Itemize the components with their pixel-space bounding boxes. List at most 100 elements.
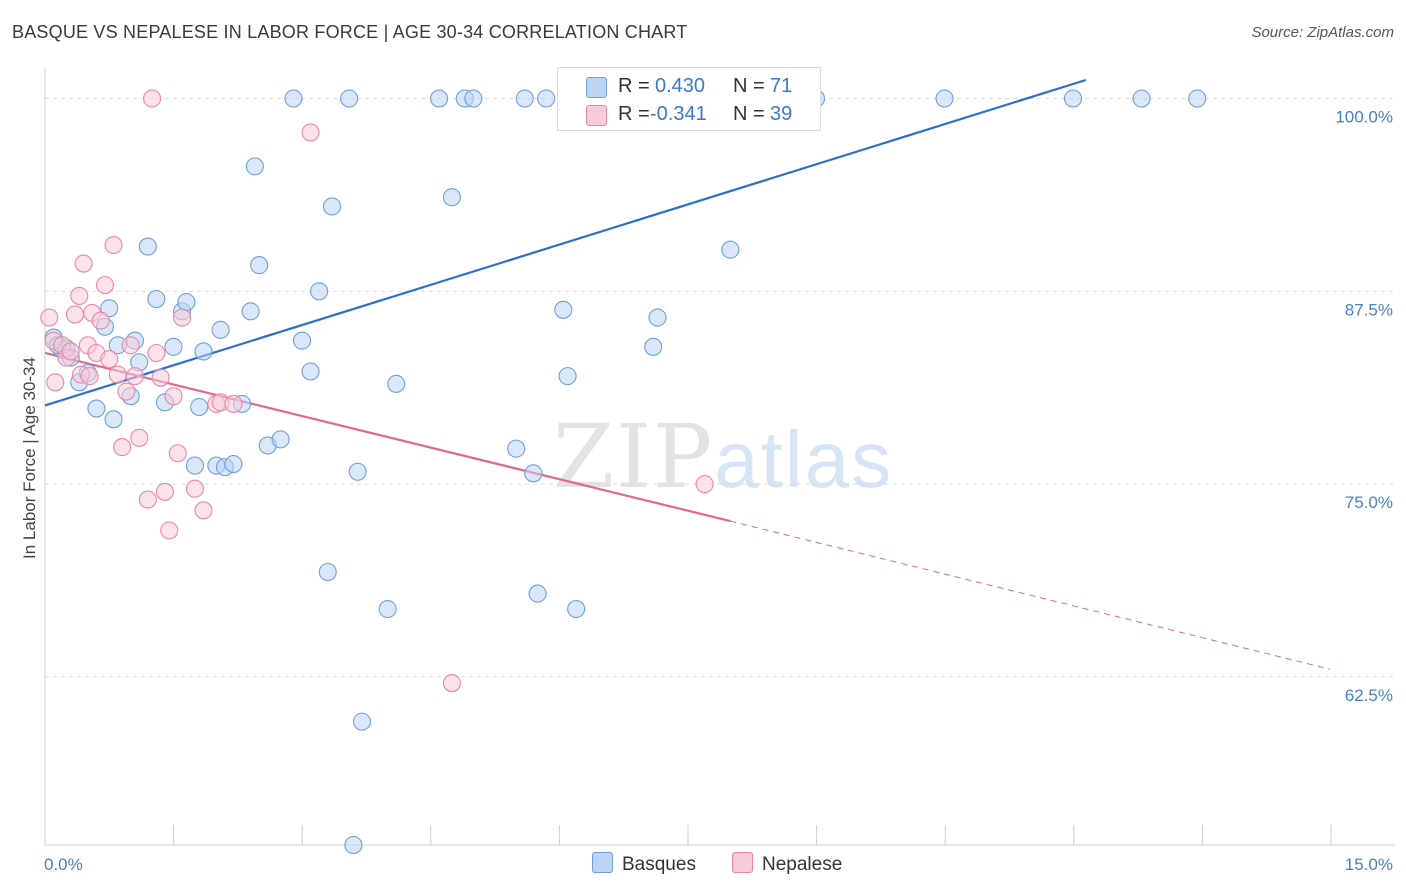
y-tick-label: 75.0% (1345, 493, 1393, 512)
legend-r-value-nepalese: -0.341 (650, 103, 707, 125)
legend-n-label-nepalese: N = (733, 103, 765, 125)
y-axis-label: In Labor Force | Age 30-34 (20, 357, 39, 559)
y-tick-label: 87.5% (1345, 300, 1393, 319)
point-basques (344, 835, 363, 855)
point-basques (1132, 89, 1151, 108)
legend-n-label-basques: N = (733, 75, 765, 97)
point-basques (352, 712, 372, 731)
point-basques (1188, 89, 1207, 108)
source-label: Source: ZipAtlas.com (1251, 24, 1394, 41)
point-basques (147, 289, 166, 309)
point-basques (528, 584, 547, 603)
point-nepalese (61, 342, 80, 361)
point-nepalese (695, 475, 714, 494)
point-basques (190, 397, 209, 417)
point-nepalese (113, 438, 132, 457)
point-basques (164, 337, 183, 356)
point-nepalese (65, 305, 85, 324)
point-nepalese (301, 123, 320, 142)
trend-line-nepalese-extension (730, 520, 1331, 670)
watermark-zip: ZIP (553, 405, 715, 508)
point-basques (185, 456, 204, 475)
point-basques (224, 454, 243, 474)
point-basques (442, 188, 461, 207)
legend-swatch-basques (586, 77, 607, 98)
point-nepalese (160, 521, 179, 540)
point-basques (387, 374, 406, 393)
point-nepalese (46, 373, 65, 392)
legend-n-value-basques: 71 (770, 75, 793, 97)
point-nepalese (117, 382, 136, 401)
point-nepalese (143, 89, 162, 108)
grid (45, 98, 1395, 678)
y-tick-label: 62.5% (1345, 686, 1393, 705)
point-basques (1063, 89, 1083, 108)
point-basques (292, 331, 312, 350)
point-basques (241, 302, 260, 321)
point-nepalese (100, 350, 119, 369)
point-basques (322, 197, 342, 216)
point-nepalese (74, 254, 93, 273)
point-basques (554, 300, 573, 319)
point-basques (567, 599, 586, 619)
point-basques (515, 89, 534, 108)
point-basques (935, 89, 954, 108)
point-basques (271, 430, 290, 449)
point-basques (524, 464, 543, 483)
legend-n-value-nepalese: 39 (770, 103, 793, 125)
legend: R = 0.430 N = 71 R = -0.341 N = 39 (557, 67, 821, 131)
bottom-legend-nepalese: Nepalese (732, 852, 842, 876)
legend-r-value-basques: 0.430 (655, 75, 706, 97)
bottom-legend-swatch-nepalese (732, 852, 753, 873)
trend-line-basques (44, 78, 1087, 407)
point-nepalese (138, 490, 157, 509)
point-nepalese (151, 368, 170, 387)
point-basques (177, 293, 196, 312)
point-basques (558, 367, 577, 386)
point-nepalese (194, 501, 213, 520)
point-basques (648, 308, 667, 327)
point-nepalese (108, 365, 127, 384)
point-basques (318, 562, 337, 582)
x-tick-label: 15.0% (1345, 855, 1393, 874)
x-tick-label: 0.0% (44, 855, 83, 874)
point-basques (245, 157, 264, 176)
point-nepalese (147, 343, 166, 363)
point-basques (348, 462, 367, 481)
point-nepalese (95, 276, 115, 295)
point-nepalese (121, 336, 140, 355)
point-basques (211, 320, 230, 339)
legend-r-label-nepalese: R = (618, 103, 650, 125)
point-basques (507, 439, 526, 458)
point-nepalese (155, 482, 174, 501)
point-nepalese (104, 235, 123, 255)
watermark-atlas: atlas (714, 415, 894, 504)
point-basques (104, 410, 123, 429)
point-nepalese (130, 428, 149, 447)
trend-lines (44, 78, 1331, 670)
point-nepalese (185, 479, 204, 498)
point-nepalese (91, 311, 110, 330)
point-basques (430, 89, 449, 108)
point-nepalese (224, 394, 243, 413)
point-basques (340, 89, 359, 108)
legend-swatch-nepalese (586, 105, 607, 126)
point-basques (721, 240, 740, 259)
point-basques (87, 399, 106, 418)
point-nepalese (173, 308, 192, 327)
bottom-legend-swatch-basques (592, 852, 613, 873)
legend-r-label-basques: R = (618, 75, 650, 97)
data-points (40, 89, 1207, 855)
point-basques (284, 89, 303, 108)
point-nepalese (70, 286, 89, 305)
axes (44, 68, 1395, 846)
y-tick-label: 100.0% (1335, 108, 1393, 127)
point-basques (301, 362, 320, 381)
tick-labels: 62.5% 75.0% 87.5% 100.0% 0.0% 15.0% (44, 108, 1393, 874)
point-nepalese (125, 367, 144, 386)
point-nepalese (40, 308, 59, 327)
point-basques (310, 282, 329, 301)
point-basques (194, 342, 213, 361)
watermark: ZIPatlas (553, 405, 893, 508)
